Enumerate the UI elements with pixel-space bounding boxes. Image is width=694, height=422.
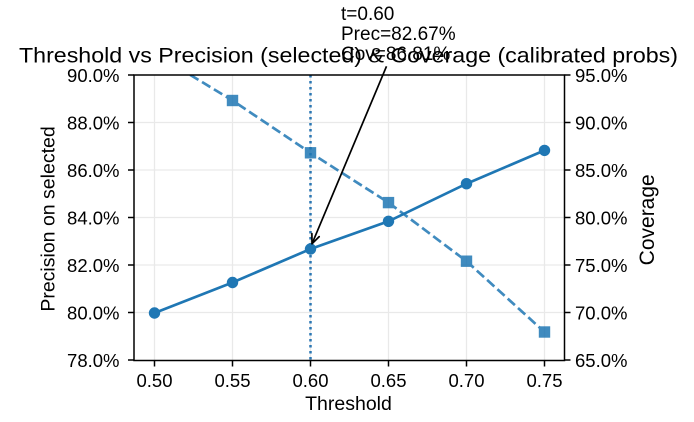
svg-text:0.70: 0.70 xyxy=(448,370,484,391)
svg-text:0.65: 0.65 xyxy=(370,370,406,391)
svg-text:65.0%: 65.0% xyxy=(575,350,627,371)
svg-text:Prec=82.67%: Prec=82.67% xyxy=(341,24,456,45)
svg-text:Threshold: Threshold xyxy=(305,393,392,415)
svg-text:84.0%: 84.0% xyxy=(67,208,119,229)
svg-text:0.75: 0.75 xyxy=(526,370,562,391)
svg-text:0.50: 0.50 xyxy=(136,370,172,391)
svg-text:90.0%: 90.0% xyxy=(67,65,119,86)
svg-text:85.0%: 85.0% xyxy=(575,160,627,181)
svg-text:Coverage: Coverage xyxy=(636,174,659,265)
svg-text:88.0%: 88.0% xyxy=(67,113,119,134)
svg-text:80.0%: 80.0% xyxy=(67,303,119,324)
svg-text:86.0%: 86.0% xyxy=(67,160,119,181)
svg-text:80.0%: 80.0% xyxy=(575,208,627,229)
svg-text:82.0%: 82.0% xyxy=(67,255,119,276)
svg-text:90.0%: 90.0% xyxy=(575,113,627,134)
svg-text:75.0%: 75.0% xyxy=(575,255,627,276)
svg-text:0.60: 0.60 xyxy=(292,370,328,391)
svg-text:t=0.60: t=0.60 xyxy=(341,4,394,25)
svg-text:Precision on selected: Precision on selected xyxy=(38,126,60,311)
svg-text:78.0%: 78.0% xyxy=(67,350,119,371)
svg-text:70.0%: 70.0% xyxy=(575,303,627,324)
svg-text:Threshold vs Precision (select: Threshold vs Precision (selected) & Cove… xyxy=(19,44,678,67)
svg-text:95.0%: 95.0% xyxy=(575,65,627,86)
svg-text:0.55: 0.55 xyxy=(214,370,250,391)
svg-text:Cov=86.81%: Cov=86.81% xyxy=(341,44,450,65)
